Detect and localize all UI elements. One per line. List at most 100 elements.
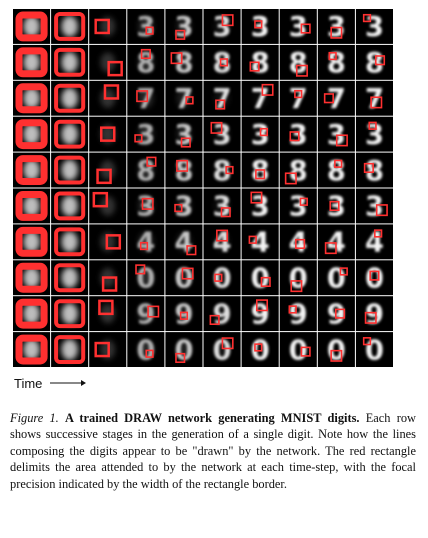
- svg-text:7: 7: [136, 84, 155, 115]
- svg-text:7: 7: [327, 84, 346, 115]
- grid-cell: [89, 188, 127, 224]
- grid-cell: 8: [203, 152, 241, 188]
- grid-cell: 3: [203, 116, 241, 152]
- grid-cell: 0: [203, 332, 241, 367]
- grid-cell: [51, 80, 89, 116]
- grid-cell: 0: [355, 332, 393, 367]
- grid-cell: 0: [127, 332, 165, 367]
- grid-cell: 3: [165, 9, 203, 44]
- grid-cell: 0: [203, 260, 241, 296]
- grid-cell: 8: [279, 152, 317, 188]
- grid-cell: 0: [355, 260, 393, 296]
- grid-cell: [51, 44, 89, 80]
- svg-text:3: 3: [174, 192, 193, 223]
- grid-cell: [13, 152, 51, 188]
- grid-cell: 8: [279, 44, 317, 80]
- svg-text:4: 4: [213, 228, 232, 259]
- svg-text:4: 4: [289, 228, 308, 259]
- grid-cell: 3: [279, 116, 317, 152]
- svg-text:8: 8: [213, 156, 232, 187]
- grid-cell: [13, 44, 51, 80]
- grid-cell: 7: [241, 80, 279, 116]
- grid-cell: [13, 80, 51, 116]
- grid-cell: 8: [317, 152, 355, 188]
- figure-label: Figure 1.: [10, 411, 59, 425]
- grid-cell: 7: [317, 80, 355, 116]
- grid-cell: 3: [279, 188, 317, 224]
- grid-cell: [13, 296, 51, 332]
- svg-text:0: 0: [174, 335, 193, 366]
- svg-text:8: 8: [136, 48, 155, 79]
- grid-cell: 4: [165, 224, 203, 260]
- grid-cell: [89, 332, 127, 367]
- grid-cell: [13, 260, 51, 296]
- grid-cell: 3: [241, 9, 279, 44]
- svg-text:4: 4: [365, 228, 384, 259]
- svg-text:3: 3: [289, 12, 308, 43]
- grid-cell: 7: [279, 80, 317, 116]
- svg-text:8: 8: [327, 48, 346, 79]
- grid-cell: 8: [165, 44, 203, 80]
- grid-cell: 0: [165, 260, 203, 296]
- grid-cell: 0: [279, 332, 317, 367]
- grid-cell: 9: [165, 296, 203, 332]
- svg-text:4: 4: [251, 228, 270, 259]
- svg-text:0: 0: [289, 264, 308, 295]
- svg-text:3: 3: [251, 192, 270, 223]
- grid-cell: [89, 44, 127, 80]
- grid-cell: [89, 260, 127, 296]
- grid-cell: 3: [203, 9, 241, 44]
- grid-cell: [13, 9, 51, 44]
- grid-cell: 0: [165, 332, 203, 367]
- figure-caption: Figure 1. A trained DRAW network generat…: [10, 410, 416, 492]
- grid-cell: 3: [165, 116, 203, 152]
- grid-cell: [89, 224, 127, 260]
- grid-cell: [89, 116, 127, 152]
- svg-text:8: 8: [289, 48, 308, 79]
- svg-text:0: 0: [136, 264, 155, 295]
- grid-cell: 3: [317, 188, 355, 224]
- grid-cell: 8: [317, 44, 355, 80]
- svg-text:7: 7: [289, 84, 308, 115]
- svg-text:0: 0: [365, 335, 384, 366]
- right-arrow-icon: [50, 380, 87, 386]
- svg-text:8: 8: [289, 156, 308, 187]
- svg-text:8: 8: [213, 48, 232, 79]
- svg-text:0: 0: [289, 335, 308, 366]
- grid-cell: 8: [127, 44, 165, 80]
- grid-cell: 3: [127, 188, 165, 224]
- grid-cell: [51, 152, 89, 188]
- time-label: Time: [14, 375, 43, 391]
- grid-cell: [89, 152, 127, 188]
- grid-cell: 7: [203, 80, 241, 116]
- grid-cell: 9: [317, 296, 355, 332]
- svg-text:9: 9: [289, 299, 308, 330]
- grid-cell: 3: [241, 188, 279, 224]
- svg-text:3: 3: [136, 192, 155, 223]
- svg-text:9: 9: [213, 299, 232, 330]
- grid-cell: [13, 332, 51, 367]
- time-axis: Time: [14, 374, 87, 392]
- grid-cell: [51, 9, 89, 44]
- grid-cell: 4: [279, 224, 317, 260]
- svg-text:0: 0: [251, 264, 270, 295]
- grid-cell: 0: [241, 332, 279, 367]
- svg-text:3: 3: [213, 120, 232, 151]
- grid-cell: 0: [317, 332, 355, 367]
- grid-cell: [51, 296, 89, 332]
- grid-cell: 3: [317, 116, 355, 152]
- svg-text:8: 8: [365, 156, 384, 187]
- grid-cell: [51, 332, 89, 367]
- grid-cell: 3: [203, 188, 241, 224]
- grid-cell: 9: [355, 296, 393, 332]
- grid-cell: 3: [127, 116, 165, 152]
- grid-cell: 8: [355, 44, 393, 80]
- svg-text:3: 3: [174, 120, 193, 151]
- svg-text:7: 7: [251, 84, 270, 115]
- svg-text:4: 4: [174, 228, 193, 259]
- grid-cell: [51, 224, 89, 260]
- grid-cell: [51, 188, 89, 224]
- grid-cell: 7: [355, 80, 393, 116]
- grid-cell: 4: [127, 224, 165, 260]
